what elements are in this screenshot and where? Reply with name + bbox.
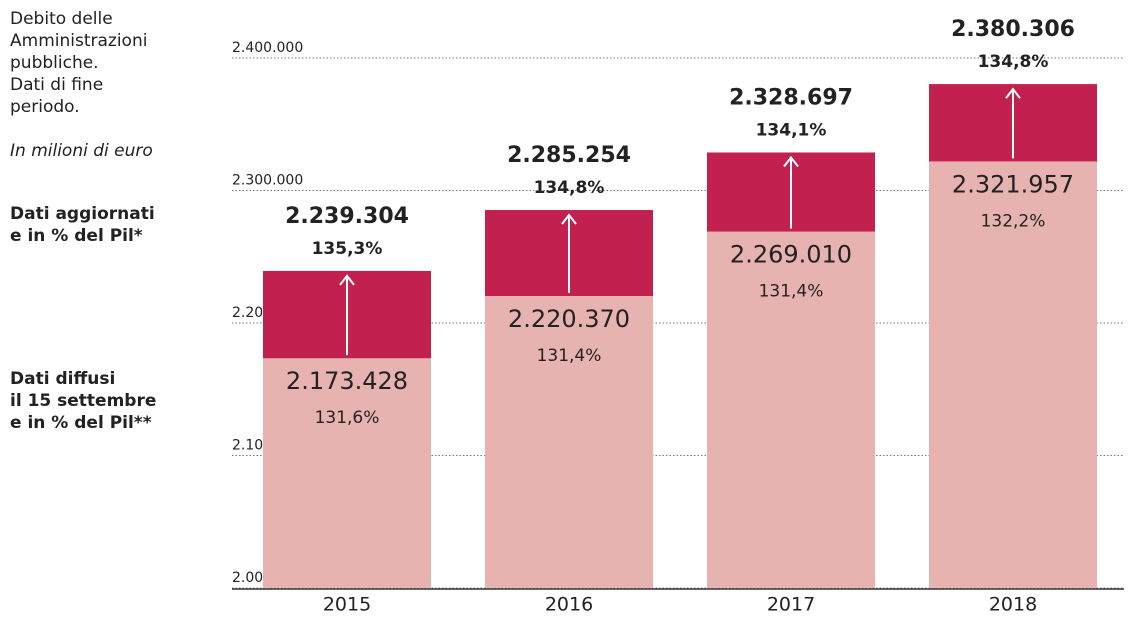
share-label: 134,8% xyxy=(978,52,1049,72)
share-label: 131,4% xyxy=(759,282,824,302)
y-tick-label: 2.300.000 xyxy=(232,173,303,189)
value-label: 2.285.254 xyxy=(507,143,631,168)
legend-entry: Dati aggiornati e in % del Pil* xyxy=(10,204,155,246)
share-label: 134,8% xyxy=(534,178,605,198)
legend-entry: Dati diffusi il 15 settembre e in % del … xyxy=(10,369,157,433)
value-label: 2.220.370 xyxy=(508,305,630,333)
value-label: 2.239.304 xyxy=(285,204,409,229)
value-label: 2.328.697 xyxy=(729,85,853,110)
value-label: 2.380.306 xyxy=(951,17,1075,42)
arrow-head xyxy=(783,155,799,168)
x-tick-label: 2015 xyxy=(323,594,371,616)
x-tick-label: 2017 xyxy=(767,594,815,616)
bar xyxy=(263,358,431,588)
arrow-head xyxy=(561,213,577,225)
chart-title: Debito delle Amministrazioni pubbliche. … xyxy=(10,9,148,117)
value-label: 2.321.957 xyxy=(952,170,1074,198)
share-label: 132,2% xyxy=(981,211,1046,231)
arrow-head xyxy=(339,274,355,286)
share-label: 135,3% xyxy=(312,239,383,259)
value-label: 2.269.010 xyxy=(730,241,852,269)
bar xyxy=(929,161,1097,588)
x-tick-label: 2018 xyxy=(989,594,1037,616)
value-label: 2.173.428 xyxy=(286,367,408,395)
chart-subtitle: In milioni di euro xyxy=(10,141,153,161)
bar xyxy=(485,296,653,588)
share-label: 134,1% xyxy=(756,120,827,140)
y-tick-label: 2.400.000 xyxy=(232,40,303,56)
bar xyxy=(707,231,875,588)
arrow-head xyxy=(1005,87,1021,99)
x-tick-label: 2016 xyxy=(545,594,593,616)
share-label: 131,4% xyxy=(537,346,602,366)
share-label: 131,6% xyxy=(315,408,380,428)
